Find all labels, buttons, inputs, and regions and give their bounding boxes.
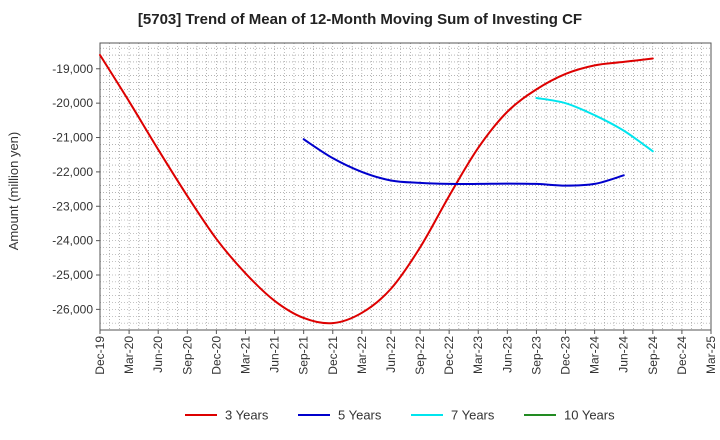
x-tick-label: Mar-20 — [122, 336, 136, 374]
x-tick-label: Jun-21 — [268, 336, 282, 373]
chart-title: [5703] Trend of Mean of 12-Month Moving … — [138, 11, 582, 28]
x-tick-label: Mar-25 — [704, 336, 718, 374]
legend-label-3-years: 3 Years — [225, 408, 269, 423]
plot-border — [99, 42, 712, 331]
y-tick-label: -22,000 — [52, 165, 93, 179]
x-tick-label: Jun-24 — [617, 336, 631, 373]
y-tick-label: -23,000 — [52, 199, 93, 213]
x-tick-label: Dec-20 — [209, 336, 223, 375]
x-tick-label: Dec-21 — [326, 336, 340, 375]
series-line-5-years — [302, 138, 625, 187]
x-tick-label: Dec-19 — [93, 336, 107, 375]
x-tick-label: Jun-23 — [500, 336, 514, 373]
plot-area: -26,000 -25,000 -24,000 -23,000 -22,000 -21,0… — [52, 42, 718, 375]
x-tick-label: Dec-22 — [442, 336, 456, 375]
legend-label-7-years: 7 Years — [451, 408, 495, 423]
x-tick-label: Mar-23 — [471, 336, 485, 374]
y-tick-label: -20,000 — [52, 96, 93, 110]
x-tick-label: Mar-21 — [238, 336, 252, 374]
x-tick-label: Sep-22 — [413, 336, 427, 375]
x-tick-label: Dec-24 — [675, 336, 689, 375]
x-tick-label: Sep-21 — [297, 336, 311, 375]
y-tick-label: -24,000 — [52, 234, 93, 248]
x-tick-label: Jun-20 — [151, 336, 165, 373]
plot-background — [100, 43, 711, 330]
series-line-7-years — [535, 96, 654, 153]
series-line-3-years — [99, 54, 654, 325]
x-tick-label: Dec-23 — [559, 336, 573, 375]
x-tick-label: Sep-23 — [529, 336, 543, 375]
y-tick-label: -25,000 — [52, 268, 93, 282]
legend: 3 Years 5 Years 7 Years 10 Years — [185, 408, 615, 423]
x-tick-label: Mar-22 — [355, 336, 369, 374]
legend-label-10-years: 10 Years — [564, 408, 615, 423]
x-tick-label: Sep-20 — [180, 336, 194, 375]
x-tick-label: Mar-24 — [588, 336, 602, 374]
y-tick-label: -26,000 — [52, 302, 93, 316]
legend-label-5-years: 5 Years — [338, 408, 382, 423]
y-tick-label: -19,000 — [52, 62, 93, 76]
x-tick-label: Sep-24 — [646, 336, 660, 375]
y-tick-label: -21,000 — [52, 131, 93, 145]
y-axis-title: Amount (million yen) — [6, 132, 21, 251]
x-tick-label: Jun-22 — [384, 336, 398, 373]
